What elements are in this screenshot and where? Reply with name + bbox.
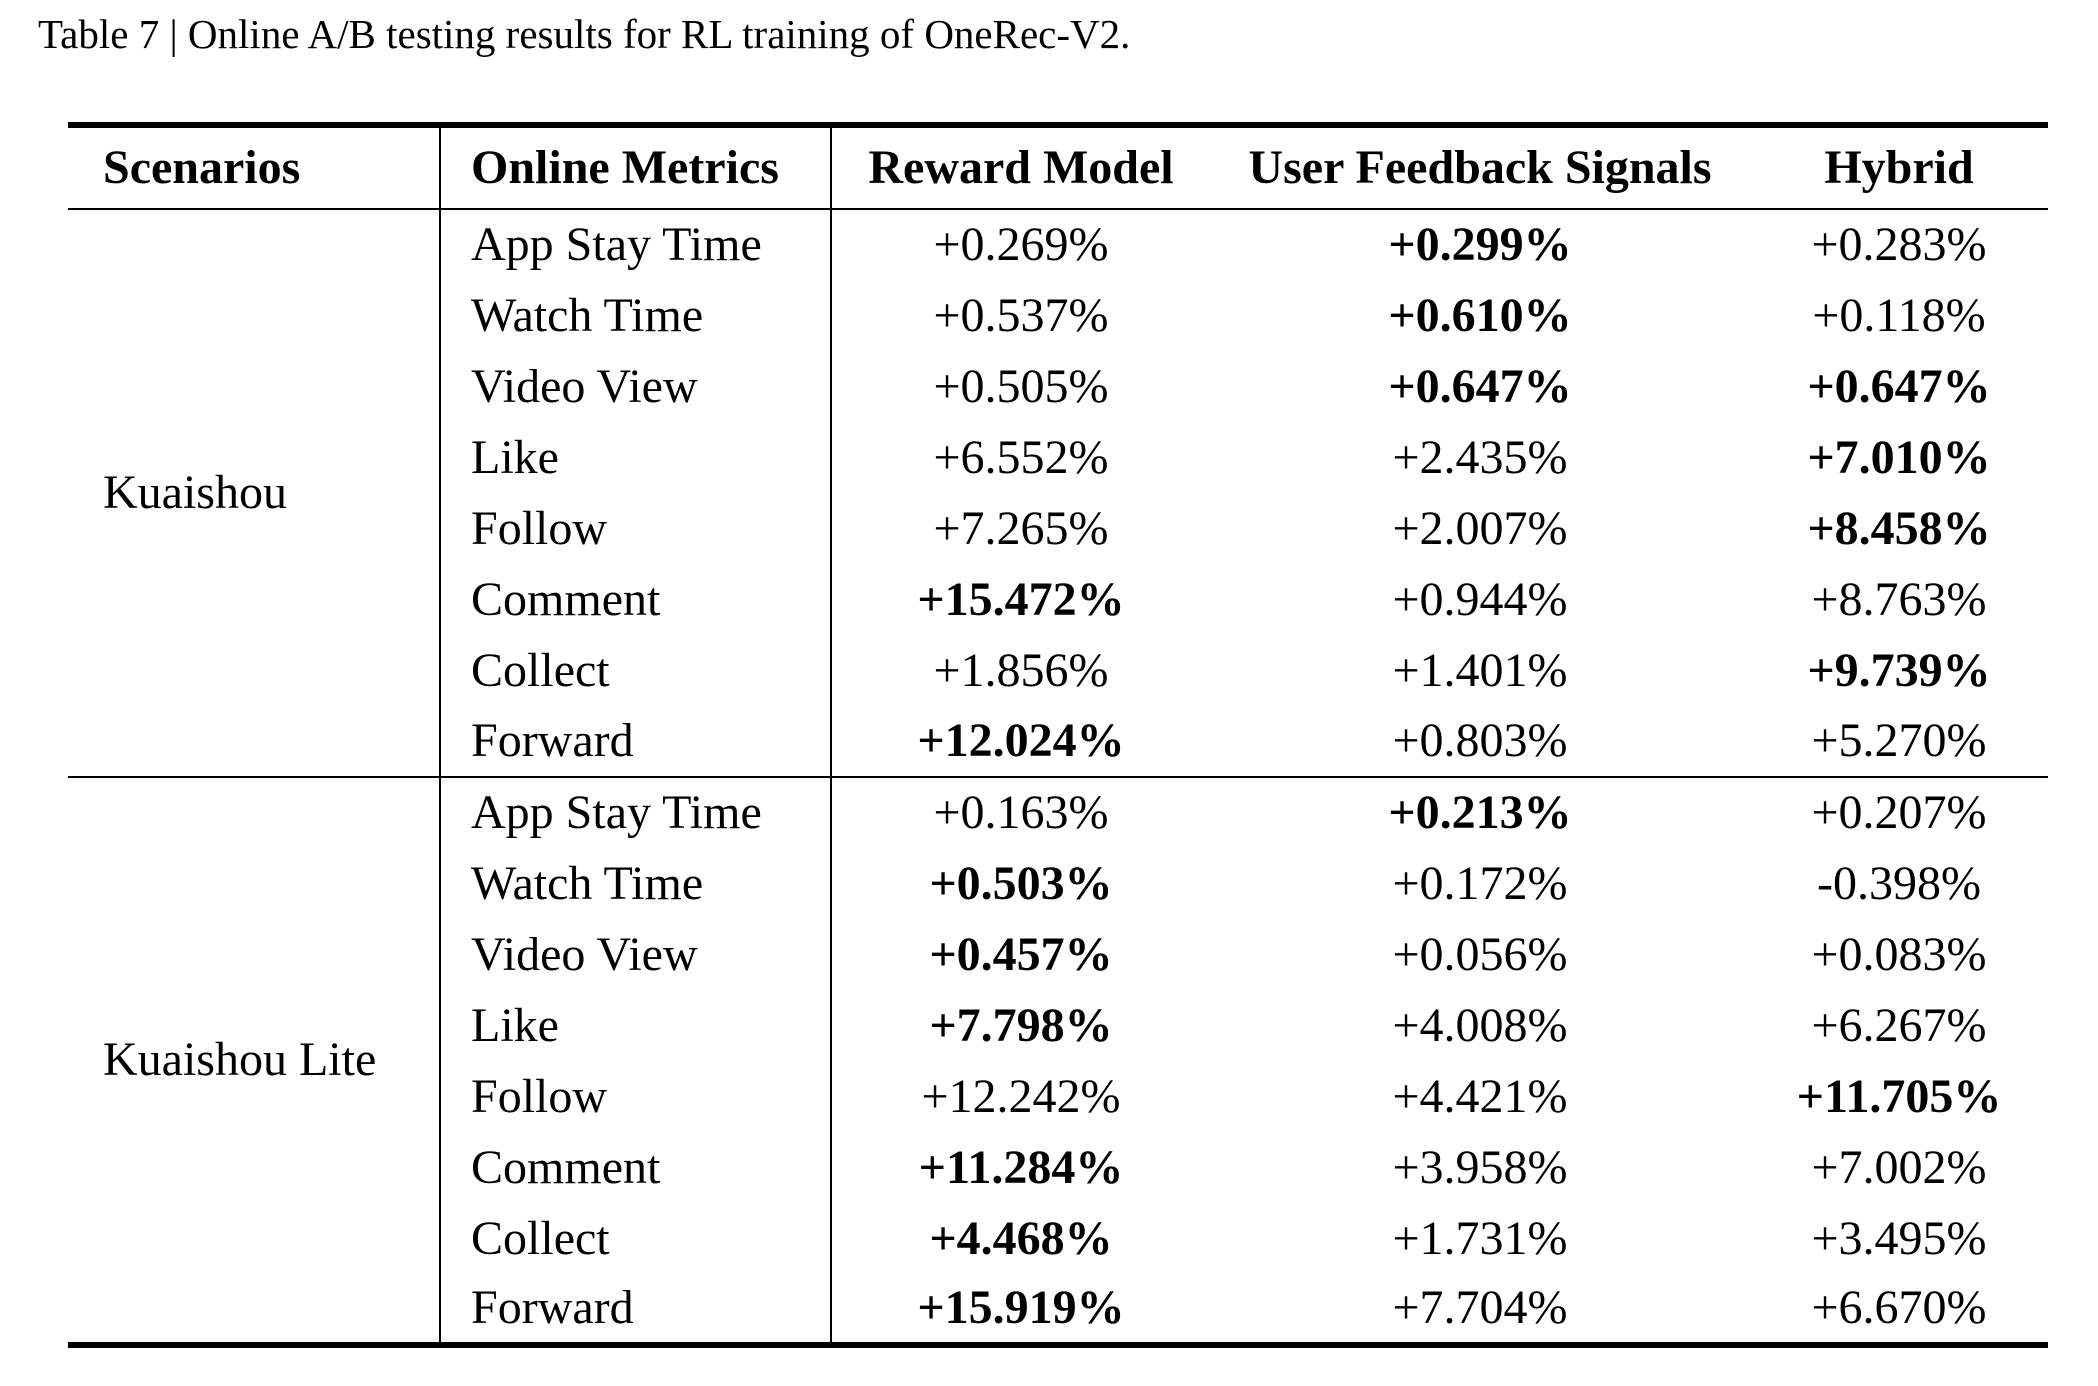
metric-label: Comment xyxy=(440,564,832,635)
hybrid-value: -0.398% xyxy=(1817,856,1981,910)
col-header-hybrid: Hybrid xyxy=(1824,141,1974,194)
table-row: Comment +15.472% +0.944% +8.763% xyxy=(68,564,2048,635)
user-feedback-signals-value: +0.056% xyxy=(1392,927,1568,981)
hybrid-value: +11.705% xyxy=(1796,1069,2002,1123)
metric-label: App Stay Time xyxy=(440,776,832,848)
metric-label: Collect xyxy=(440,1203,832,1274)
scenario-label: Kuaishou xyxy=(68,209,441,777)
table-row: Video View +0.505% +0.647% +0.647% xyxy=(68,351,2048,422)
table-row: Like +6.552% +2.435% +7.010% xyxy=(68,422,2048,493)
hybrid-value: +8.763% xyxy=(1811,572,1987,626)
table-row: Kuaishou App Stay Time +0.269% +0.299% +0.28… xyxy=(68,209,2048,777)
user-feedback-signals-value: +0.944% xyxy=(1392,572,1568,626)
user-feedback-signals-value: +0.172% xyxy=(1392,856,1568,910)
metric-label: Video View xyxy=(440,919,832,990)
header-row: Scenarios Online Metrics Reward Model Us… xyxy=(68,125,2048,209)
reward-model-value: +1.856% xyxy=(933,643,1109,697)
table-row: Forward +15.919% +7.704% +6.670% xyxy=(68,1274,2048,1345)
metric-label: Like xyxy=(440,990,832,1061)
table-row: Follow +7.265% +2.007% +8.458% xyxy=(68,493,2048,564)
reward-model-value: +0.503% xyxy=(929,856,1113,910)
user-feedback-signals-value: +4.008% xyxy=(1392,998,1568,1052)
user-feedback-signals-value: +0.213% xyxy=(1210,776,1750,848)
results-table: Scenarios Online Metrics Reward Model Us… xyxy=(68,122,2048,1348)
table-row: Comment +11.284% +3.958% +7.002% xyxy=(68,1132,2048,1203)
hybrid-value: +8.458% xyxy=(1807,501,1991,555)
user-feedback-signals-value: +1.731% xyxy=(1392,1211,1568,1265)
hybrid-value: +7.010% xyxy=(1807,430,1991,484)
reward-model-value: +0.457% xyxy=(929,927,1113,981)
reward-model-value: +12.242% xyxy=(921,1069,1121,1123)
hybrid-value: +6.670% xyxy=(1811,1281,1987,1334)
user-feedback-signals-value: +1.401% xyxy=(1392,643,1568,697)
reward-model-value: +15.919% xyxy=(917,1281,1125,1334)
hybrid-value: +0.647% xyxy=(1807,359,1991,413)
metric-label: Like xyxy=(440,422,832,493)
reward-model-value: +7.798% xyxy=(929,998,1113,1052)
metric-label: Collect xyxy=(440,635,832,706)
table-row: Forward +12.024% +0.803% +5.270% xyxy=(68,706,2048,777)
hybrid-value: +5.270% xyxy=(1811,714,1987,767)
user-feedback-signals-value: +2.007% xyxy=(1392,501,1568,555)
reward-model-value: +0.537% xyxy=(933,288,1109,342)
user-feedback-signals-value: +0.647% xyxy=(1388,359,1572,413)
table-row: Watch Time +0.537% +0.610% +0.118% xyxy=(68,280,2048,351)
metric-label: Forward xyxy=(440,706,832,777)
table-row: Follow +12.242% +4.421% +11.705% xyxy=(68,1061,2048,1132)
user-feedback-signals-value: +0.610% xyxy=(1388,288,1572,342)
reward-model-value: +0.269% xyxy=(933,218,1109,271)
hybrid-value: +0.283% xyxy=(1811,218,1987,271)
metric-label: Video View xyxy=(440,351,832,422)
hybrid-value: +0.118% xyxy=(1812,288,1986,342)
table-row: Watch Time +0.503% +0.172% -0.398% xyxy=(68,848,2048,919)
reward-model-value: +6.552% xyxy=(933,430,1109,484)
scenario-label: Kuaishou Lite xyxy=(68,776,441,1345)
results-table-container: Scenarios Online Metrics Reward Model Us… xyxy=(68,122,2048,1348)
col-header-online-metrics: Online Metrics xyxy=(440,125,832,209)
reward-model-value: +0.505% xyxy=(933,359,1109,413)
col-header-reward-model: Reward Model xyxy=(868,141,1174,194)
reward-model-value: +11.284% xyxy=(918,1140,1124,1194)
hybrid-value: +3.495% xyxy=(1811,1211,1987,1265)
hybrid-value: +6.267% xyxy=(1811,998,1987,1052)
table-row: Collect +4.468% +1.731% +3.495% xyxy=(68,1203,2048,1274)
metric-label: Follow xyxy=(440,493,832,564)
table-row: Kuaishou Lite App Stay Time +0.163% +0.213%… xyxy=(68,776,2048,1345)
reward-model-value: +12.024% xyxy=(917,714,1125,767)
col-header-user-feedback-signals: User Feedback Signals xyxy=(1248,141,1712,194)
col-header-scenarios: Scenarios xyxy=(68,125,441,209)
table-caption: Table 7 | Online A/B testing results for… xyxy=(38,11,1131,57)
table-row: Video View +0.457% +0.056% +0.083% xyxy=(68,919,2048,990)
user-feedback-signals-value: +0.803% xyxy=(1392,714,1568,767)
reward-model-value: +0.163% xyxy=(831,776,1210,848)
table-header: Scenarios Online Metrics Reward Model Us… xyxy=(68,125,2048,209)
table-row: Like +7.798% +4.008% +6.267% xyxy=(68,990,2048,1061)
user-feedback-signals-value: +2.435% xyxy=(1392,430,1568,484)
metric-label: Comment xyxy=(440,1132,832,1203)
reward-model-value: +7.265% xyxy=(933,501,1109,555)
metric-label: Watch Time xyxy=(440,848,832,919)
hybrid-value: +7.002% xyxy=(1811,1140,1987,1194)
hybrid-value: +9.739% xyxy=(1807,643,1991,697)
reward-model-value: +15.472% xyxy=(917,572,1125,626)
reward-model-value: +4.468% xyxy=(929,1211,1113,1265)
user-feedback-signals-value: +7.704% xyxy=(1392,1281,1568,1334)
table-body: Kuaishou App Stay Time +0.269% +0.299% +0.28… xyxy=(68,209,2048,1345)
metric-label: App Stay Time xyxy=(440,209,832,280)
metric-label: Follow xyxy=(440,1061,832,1132)
user-feedback-signals-value: +3.958% xyxy=(1392,1140,1568,1194)
user-feedback-signals-value: +4.421% xyxy=(1392,1069,1568,1123)
hybrid-value: +0.083% xyxy=(1811,927,1987,981)
table-row: Collect +1.856% +1.401% +9.739% xyxy=(68,635,2048,706)
user-feedback-signals-value: +0.299% xyxy=(1388,218,1572,271)
metric-label: Watch Time xyxy=(440,280,832,351)
metric-label: Forward xyxy=(440,1274,832,1345)
hybrid-value: +0.207% xyxy=(1750,776,2048,848)
